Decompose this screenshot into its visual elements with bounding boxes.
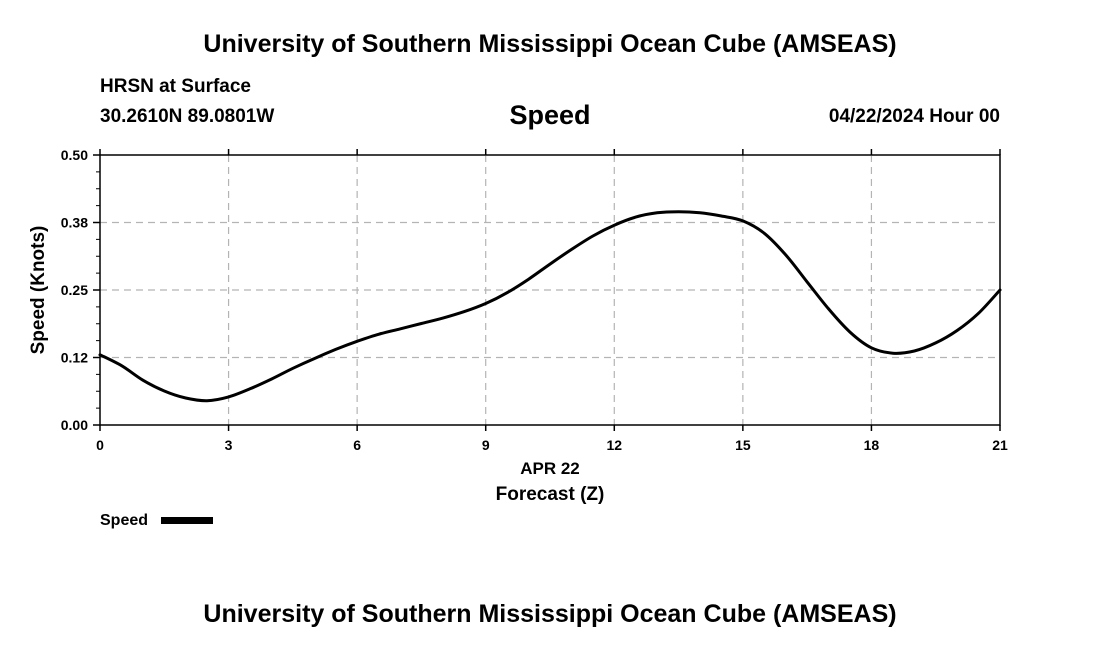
plot-title: Speed (509, 100, 591, 130)
x-tick-label-6: 6 (353, 437, 361, 453)
y-tick-labels: 0.00 0.12 0.25 0.38 0.50 (61, 147, 88, 433)
x-tick-label-15: 15 (735, 437, 751, 453)
x-tick-label-0: 0 (96, 437, 104, 453)
x-tick-label-18: 18 (864, 437, 880, 453)
x-axis-label: Forecast (Z) (496, 484, 605, 505)
y-tick-label-3: 0.38 (61, 215, 88, 231)
x-tick-label-21: 21 (992, 437, 1008, 453)
x-tick-labels: 0 3 6 9 12 15 18 21 (96, 437, 1008, 453)
legend-swatch (161, 517, 213, 524)
footer-title: University of Southern Mississippi Ocean… (203, 600, 897, 628)
y-axis-label: Speed (Knots) (28, 226, 49, 355)
x-tick-label-9: 9 (482, 437, 490, 453)
axis-ticks (93, 149, 1001, 431)
y-tick-label-4: 0.50 (61, 147, 88, 163)
grid-lines (100, 154, 1000, 425)
y-tick-label-0: 0.00 (61, 417, 88, 433)
y-tick-label-2: 0.25 (61, 282, 88, 298)
datetime-label: 04/22/2024 Hour 00 (828, 106, 1000, 127)
x-tick-label-3: 3 (225, 437, 233, 453)
y-tick-label-1: 0.12 (61, 350, 88, 366)
coordinates-label: 30.2610N 89.0801W (100, 106, 275, 127)
legend-label: Speed (100, 512, 148, 529)
x-tick-label-12: 12 (606, 437, 622, 453)
series-line-speed (98, 210, 1002, 403)
chart-title: University of Southern Mississippi Ocean… (203, 30, 897, 58)
x-axis-date-label: APR 22 (520, 459, 580, 478)
location-label: HRSN at Surface (100, 76, 251, 97)
